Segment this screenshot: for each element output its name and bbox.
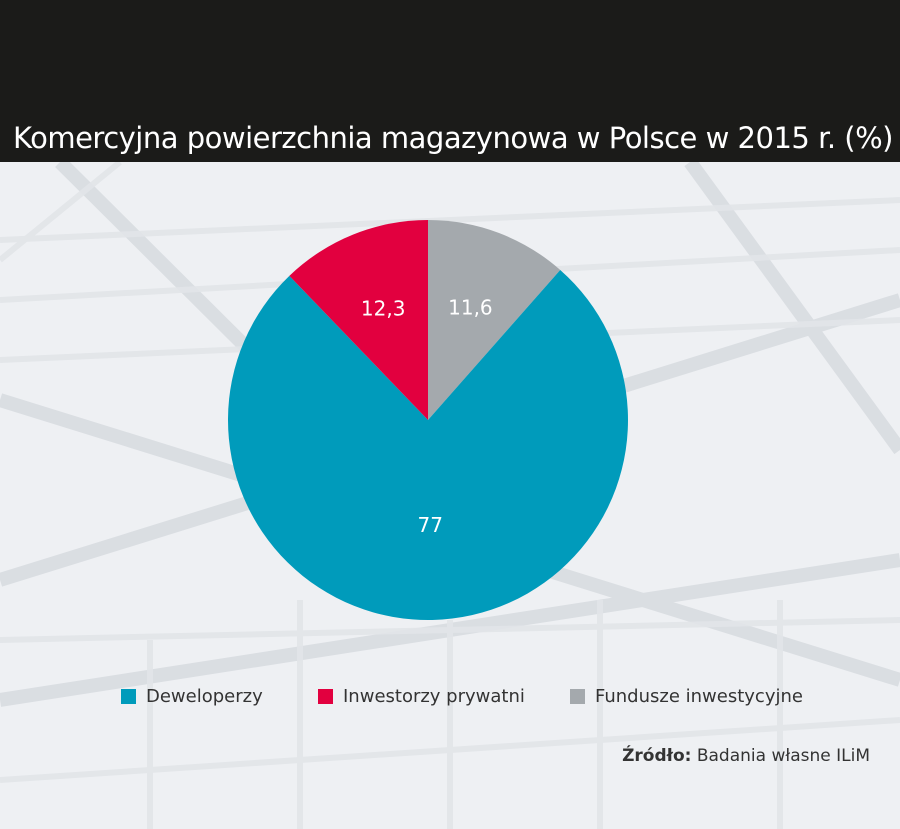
slice-value-label: 11,6 — [448, 296, 493, 320]
legend: Deweloperzy Inwestorzy prywatni Fundusze… — [0, 686, 900, 714]
legend-swatch — [121, 689, 136, 704]
legend-label: Fundusze inwestycyjne — [595, 686, 803, 707]
source-label: Źródło: — [622, 746, 692, 766]
chart-title: Komercyjna powierzchnia magazynowa w Pol… — [13, 121, 893, 155]
slice-value-label: 77 — [418, 513, 443, 537]
legend-swatch — [570, 689, 585, 704]
header-bar: Komercyjna powierzchnia magazynowa w Pol… — [0, 0, 900, 162]
pie-slice-inwestorzy-prywatni — [289, 219, 428, 420]
legend-label: Inwestorzy prywatni — [343, 686, 525, 707]
slice-value-label: 12,3 — [361, 297, 406, 321]
legend-item-fundusze: Fundusze inwestycyjne — [570, 686, 803, 707]
legend-swatch — [318, 689, 333, 704]
legend-item-deweloperzy: Deweloperzy — [121, 686, 263, 707]
pie-slice-deweloperzy — [227, 269, 628, 620]
pie-slice-fundusze-inwestycyjne — [428, 220, 561, 420]
legend-item-inwestorzy: Inwestorzy prywatni — [318, 686, 525, 707]
source-text: Badania własne ILiM — [691, 746, 870, 766]
source-note: Źródło: Badania własne ILiM — [622, 746, 870, 766]
legend-label: Deweloperzy — [146, 686, 263, 707]
